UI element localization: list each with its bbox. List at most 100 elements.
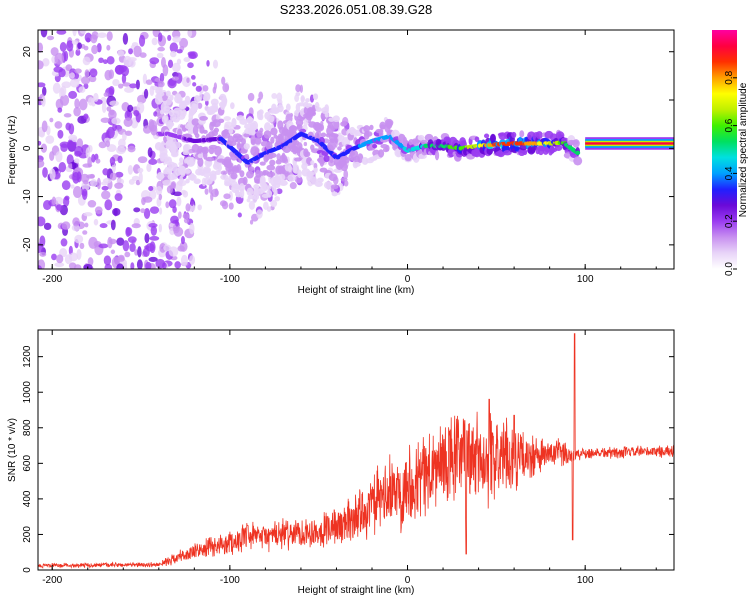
heatmap-cell <box>81 188 88 201</box>
heatmap-cell <box>91 153 96 163</box>
heatmap-cell <box>561 137 569 143</box>
heatmap-cell <box>102 59 108 65</box>
heatmap-cell <box>121 65 130 77</box>
heatmap-cell <box>172 36 182 43</box>
y-tick-label: -10 <box>22 189 33 204</box>
heatmap-cell <box>343 180 349 187</box>
heatmap-cell <box>266 185 272 190</box>
heatmap-cell <box>208 184 213 194</box>
heatmap-cell <box>378 129 384 138</box>
heatmap-cell <box>53 66 63 73</box>
heatmap-cell <box>82 163 93 168</box>
y-tick-label: -20 <box>22 237 33 252</box>
heatmap-cell <box>193 178 201 185</box>
heatmap-cell <box>248 166 255 172</box>
heatmap-cell <box>204 188 209 195</box>
heatmap-cell <box>134 249 139 256</box>
heatmap-cell <box>56 254 64 264</box>
heatmap-cell <box>117 155 123 164</box>
heatmap-cell <box>180 254 188 267</box>
heatmap-cell <box>40 143 48 153</box>
colorbar-gradient <box>712 30 737 269</box>
heatmap-cell <box>68 252 79 262</box>
heatmap-cell <box>385 120 393 129</box>
heatmap-cell <box>258 109 264 115</box>
heatmap-cell <box>103 255 112 266</box>
heatmap-cell <box>158 32 163 42</box>
heatmap-cell <box>267 152 277 159</box>
y-tick-label: 800 <box>22 419 33 436</box>
heatmap-cell <box>278 173 286 181</box>
heatmap-cell <box>163 244 172 252</box>
heatmap-cell <box>102 168 109 176</box>
snr-y-label: SNR (10 * v/v) <box>7 418 18 482</box>
heatmap-cell <box>212 59 219 69</box>
heatmap-cell <box>312 93 319 100</box>
heatmap-cell <box>71 40 79 45</box>
heatmap-cell <box>154 95 163 105</box>
heatmap-cell <box>192 82 197 87</box>
heatmap-cell <box>330 184 339 190</box>
heatmap-cell <box>159 72 165 83</box>
heatmap-cell <box>81 76 91 85</box>
heatmap-cell <box>191 118 200 126</box>
heatmap-cell <box>117 49 125 57</box>
heatmap-cell <box>43 199 52 211</box>
heatmap-cell <box>161 115 169 124</box>
heatmap-cell <box>89 68 98 78</box>
spectrogram-y-ticks: -20 -10 0 10 20 <box>22 46 674 252</box>
heatmap-cell <box>175 219 179 227</box>
heatmap-cell <box>127 57 137 62</box>
heatmap-cell <box>118 83 124 89</box>
heatmap-cell <box>313 167 318 173</box>
heatmap-cell <box>334 134 339 144</box>
heatmap-cell <box>78 98 88 111</box>
spectrogram-y-label: Frequency (Hz) <box>7 116 18 185</box>
heatmap-cell <box>246 170 254 179</box>
heatmap-cell <box>87 144 93 153</box>
heatmap-cell <box>259 161 266 166</box>
heatmap-cell <box>147 147 153 158</box>
heatmap-cell <box>328 173 338 182</box>
snr-panel: -200 -100 0 100 0 200 400 600 800 1000 1200 Heigh… <box>7 329 675 596</box>
heatmap-cell <box>128 59 136 68</box>
heatmap-cell <box>103 92 109 97</box>
heatmap-cell <box>38 60 44 70</box>
colorbar-tick-label: 0.6 <box>724 118 735 132</box>
heatmap-cell <box>315 107 322 112</box>
colorbar-tick-label: 0.8 <box>724 70 735 84</box>
heatmap-cell <box>116 263 124 269</box>
heatmap-cell <box>83 263 93 269</box>
heatmap-cell <box>54 52 65 65</box>
heatmap-cell <box>94 206 103 215</box>
heatmap-cell <box>149 236 160 241</box>
heatmap-cell <box>148 189 157 200</box>
heatmap-cell <box>74 234 84 244</box>
heatmap-cell <box>202 167 211 178</box>
heatmap-cell <box>183 217 190 224</box>
heatmap-cell <box>156 91 165 97</box>
heatmap-cell <box>59 94 70 106</box>
heatmap-cell <box>246 198 251 203</box>
heatmap-cell <box>109 172 117 181</box>
heatmap-cell <box>137 156 148 164</box>
heatmap-cell <box>295 92 301 97</box>
heatmap-cell <box>84 69 90 79</box>
heatmap-cell <box>369 124 374 131</box>
heatmap-cell <box>95 158 101 164</box>
heatmap-cell <box>124 251 131 258</box>
heatmap-cell <box>127 165 134 175</box>
heatmap-cell <box>211 102 219 113</box>
heatmap-cell <box>185 203 191 212</box>
heatmap-cell <box>349 126 356 136</box>
heatmap-cell <box>100 117 110 123</box>
heatmap-cell <box>74 68 82 74</box>
heatmap-cell <box>227 141 237 147</box>
heatmap-cell <box>287 174 296 182</box>
heatmap-cell <box>187 30 193 38</box>
heatmap-cell <box>226 162 232 169</box>
heatmap-cell <box>289 182 297 190</box>
heatmap-cell <box>158 193 163 201</box>
heatmap-cell <box>221 76 226 85</box>
heatmap-cell <box>79 30 87 34</box>
